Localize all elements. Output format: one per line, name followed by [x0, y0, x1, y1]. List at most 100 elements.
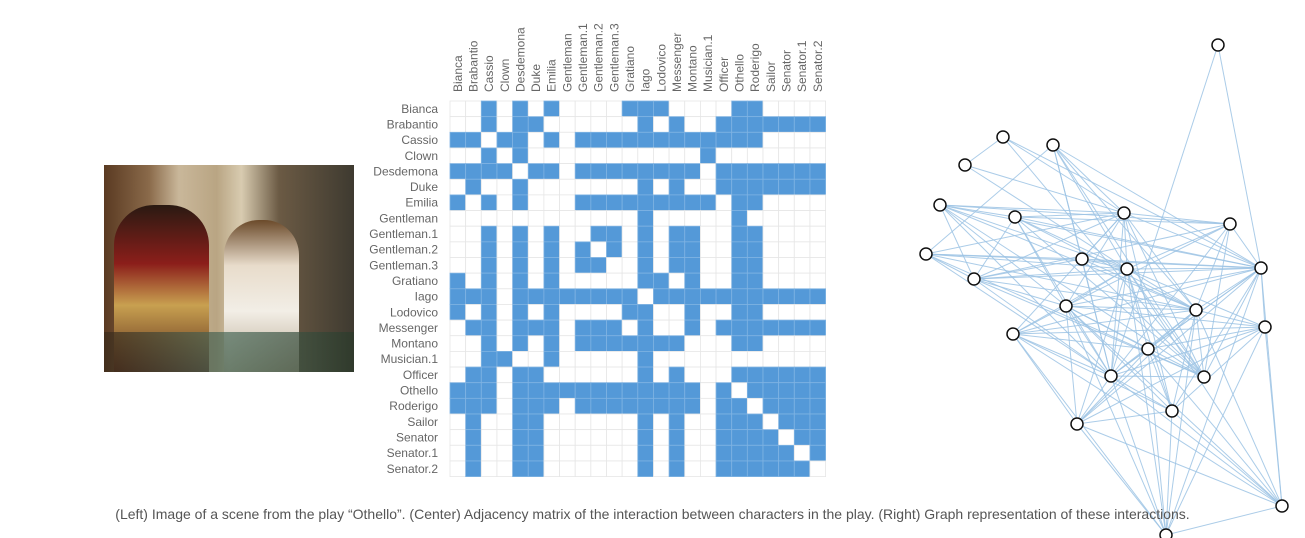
graph-node — [1197, 370, 1211, 384]
graph-node — [1254, 261, 1268, 275]
graph-edge — [973, 267, 1262, 280]
graph-edge — [1076, 348, 1149, 425]
row-label: Othello — [400, 384, 438, 398]
graph-edge — [939, 204, 1112, 377]
graph-edge — [1002, 136, 1125, 214]
graph-edge — [1076, 410, 1173, 425]
graph-edge — [973, 278, 1197, 311]
column-label: Montano — [686, 45, 700, 92]
graph-edge — [1126, 267, 1262, 270]
graph-edge — [1014, 216, 1197, 311]
column-label: Musician.1 — [701, 34, 715, 92]
graph-edge — [1110, 309, 1197, 377]
graph-edge — [925, 253, 1083, 260]
graph-node — [1070, 417, 1084, 431]
graph-node — [958, 158, 972, 172]
row-label: Senator.1 — [387, 446, 439, 460]
graph-edge — [1165, 326, 1266, 536]
graph-edge — [1014, 216, 1205, 378]
graph-edge — [973, 268, 1128, 280]
graph-edge — [1195, 267, 1262, 311]
graph-edge — [1012, 309, 1197, 335]
graph-edge — [1217, 44, 1262, 269]
column-label: Iago — [639, 68, 653, 92]
graph-node — [1189, 303, 1203, 317]
row-label: Sailor — [407, 415, 438, 429]
column-label: Bianca — [451, 55, 465, 92]
graph-node — [1258, 320, 1272, 334]
graph-edge — [973, 258, 1083, 280]
graph-edge — [1110, 326, 1266, 377]
row-label: Gentleman.2 — [369, 243, 438, 257]
graph-edge — [1165, 505, 1283, 536]
graph-edge — [1065, 305, 1205, 378]
graph-edge — [1065, 268, 1128, 307]
row-label: Clown — [405, 149, 438, 163]
graph-edge — [973, 278, 1067, 307]
graph-edge — [1065, 305, 1112, 377]
graph-edge — [1126, 268, 1266, 328]
row-label: Iago — [415, 290, 439, 304]
graph-edge — [1229, 223, 1262, 269]
graph-edge — [925, 253, 975, 280]
row-label: Desdemona — [373, 164, 438, 178]
graph-edge — [1123, 212, 1205, 378]
graph-edge — [1012, 333, 1167, 536]
row-label: Musician.1 — [381, 352, 439, 366]
graph-edge — [1110, 212, 1125, 377]
graph-edge — [1171, 410, 1283, 507]
graph-edge — [1171, 326, 1266, 412]
row-label: Senator — [396, 430, 438, 444]
graph-edge — [1076, 423, 1167, 536]
graph-edge — [1126, 223, 1231, 270]
row-label: Emilia — [405, 196, 438, 210]
graph-node — [1275, 499, 1289, 513]
column-label: Duke — [529, 64, 543, 92]
graph-edge — [1065, 305, 1266, 328]
graph-node — [1075, 252, 1089, 266]
graph-edge — [1076, 309, 1197, 425]
column-label: Roderigo — [748, 43, 762, 92]
graph-edge — [1081, 258, 1205, 378]
column-label: Gentleman — [560, 33, 574, 92]
row-label: Messenger — [379, 321, 438, 335]
column-label: Officer — [717, 57, 731, 92]
graph-edge — [964, 136, 1004, 166]
row-label: Gratiano — [392, 274, 438, 288]
graph-edge — [964, 164, 1125, 214]
graph-edge — [1165, 410, 1173, 536]
graph-edge — [1002, 136, 1262, 269]
graph-edge — [1081, 258, 1112, 377]
column-label: Brabantio — [466, 40, 480, 92]
graph-edge — [973, 278, 1112, 377]
graph-edge — [1195, 309, 1266, 328]
row-label: Gentleman.3 — [369, 258, 438, 272]
graph-edge — [1012, 305, 1067, 335]
graph-edge — [1014, 216, 1112, 377]
graph-edge — [1065, 305, 1173, 412]
graph-edge — [1065, 223, 1231, 307]
graph-edge — [1014, 212, 1125, 218]
graph-edge — [1147, 326, 1266, 350]
column-label: Gratiano — [623, 46, 637, 92]
figure-caption: (Left) Image of a scene from the play “O… — [115, 506, 1190, 522]
graph-node — [1223, 217, 1237, 231]
graph-node — [919, 247, 933, 261]
column-label: Desdemona — [513, 27, 527, 92]
matrix-cell — [809, 460, 827, 478]
column-label: Cassio — [482, 55, 496, 92]
graph-node — [1159, 528, 1173, 538]
graph-edge — [1076, 326, 1266, 425]
column-label: Gentleman.2 — [592, 23, 606, 92]
graph-edge — [1123, 212, 1173, 412]
graph-edge — [1110, 375, 1283, 507]
graph-edge — [973, 216, 1016, 280]
graph-edge — [1110, 223, 1231, 377]
graph-edge — [925, 253, 1205, 378]
graph-node — [1141, 342, 1155, 356]
column-label: Messenger — [670, 33, 684, 92]
graph-edge — [1065, 305, 1078, 425]
graph-edge — [1012, 333, 1283, 507]
graph-edge — [1081, 258, 1197, 311]
